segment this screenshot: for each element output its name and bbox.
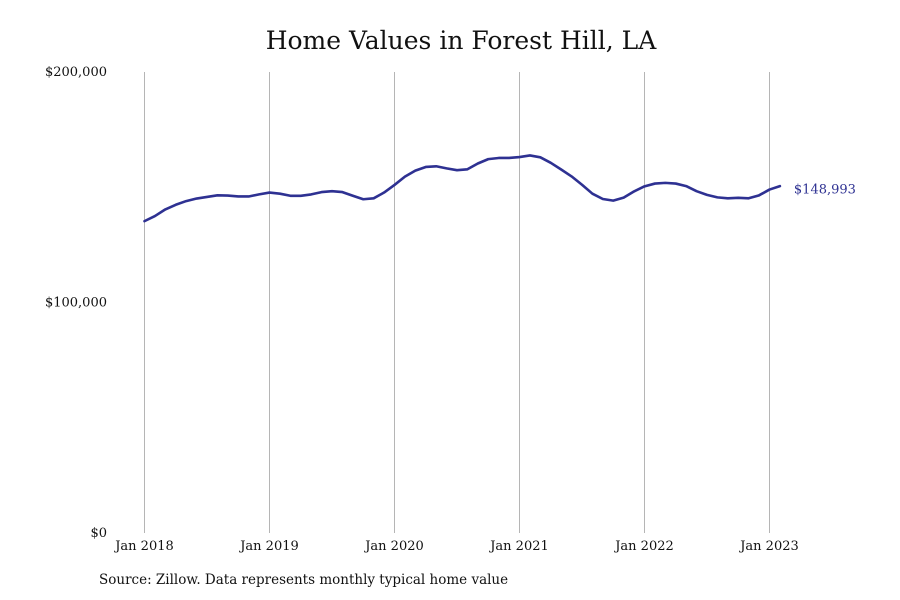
x-axis-ticks: Jan 2018 Jan 2019 Jan 2020 Jan 2021 Jan 2022… (113, 539, 799, 554)
x-tick-label: Jan 2022 (613, 539, 674, 554)
y-tick-label: $0 (90, 526, 107, 541)
y-tick-label: $100,000 (45, 296, 107, 311)
y-axis-ticks: $0 $100,000 $200,000 (45, 65, 107, 541)
x-tick-label: Jan 2021 (488, 539, 549, 554)
x-tick-label: Jan 2018 (113, 539, 174, 554)
gridlines (144, 72, 770, 533)
series-line-0 (143, 154, 782, 223)
annotations: $148,993 (794, 183, 856, 198)
series-layer (143, 154, 782, 223)
end-value-label: $148,993 (794, 183, 856, 198)
x-tick-label: Jan 2020 (363, 539, 424, 554)
x-tick-label: Jan 2023 (738, 539, 799, 554)
x-tick-label: Jan 2019 (238, 539, 299, 554)
chart-title: Home Values in Forest Hill, LA (265, 26, 657, 55)
source-note: Source: Zillow. Data represents monthly … (99, 572, 509, 588)
y-tick-label: $200,000 (45, 65, 107, 80)
